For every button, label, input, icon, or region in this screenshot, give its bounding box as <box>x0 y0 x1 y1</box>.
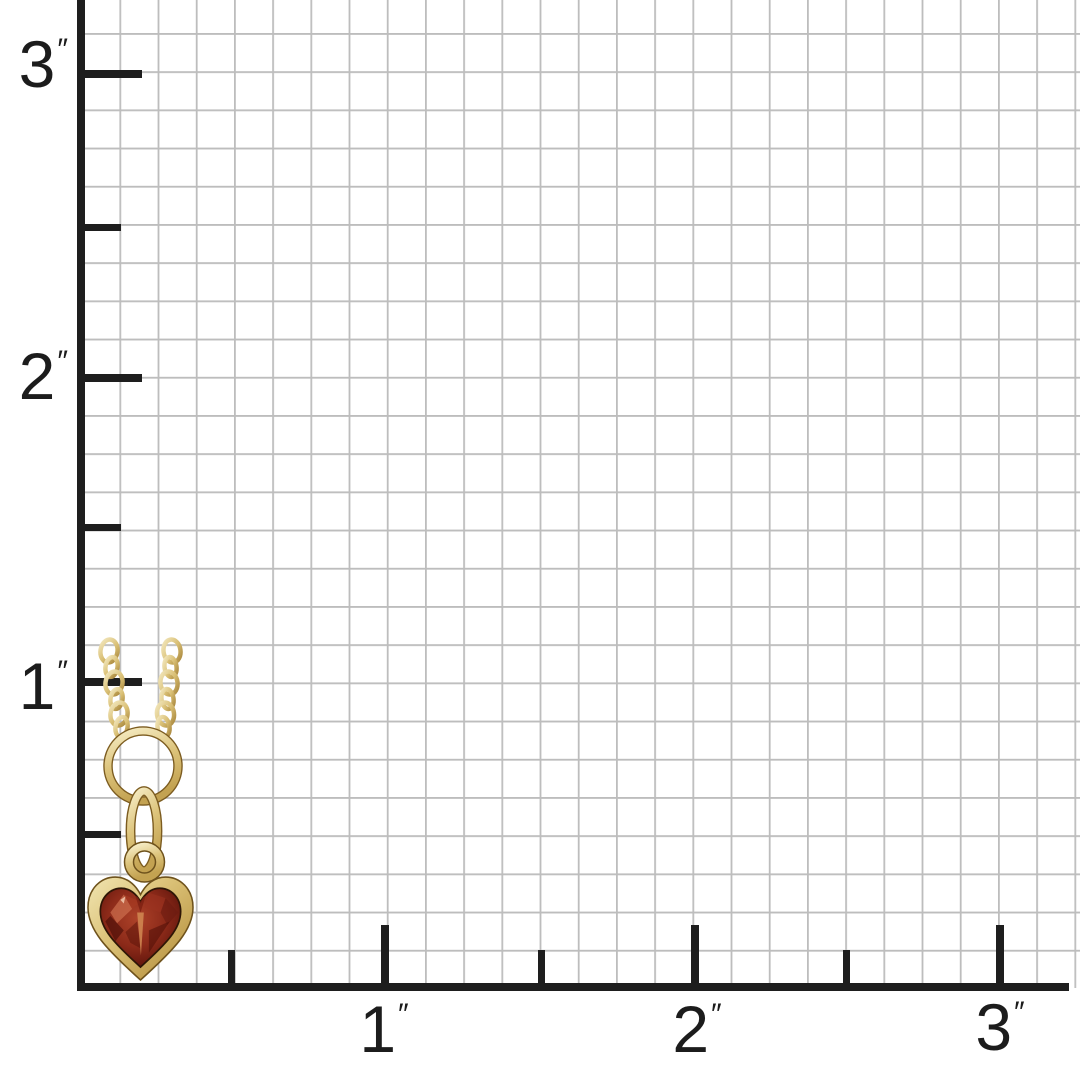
tick-x-0p5in <box>228 950 235 983</box>
y-axis-label-1: 1″ <box>0 653 68 719</box>
x-axis-label-1: 1″ <box>334 996 434 1062</box>
tick-x-2p5in <box>843 950 850 983</box>
ruler-vertical <box>77 0 85 991</box>
chain-right-strand <box>154 637 183 740</box>
inch-mark: ″ <box>1014 996 1025 1029</box>
inch-mark: ″ <box>57 655 68 688</box>
x-axis-label-2: 2″ <box>647 996 747 1062</box>
y-label-2-value: 2 <box>18 339 56 413</box>
tick-y-1in <box>83 678 142 686</box>
garnet-gem <box>99 887 182 969</box>
jump-ring <box>103 726 183 806</box>
tick-y-0p5in <box>83 831 121 838</box>
bail-loop <box>123 841 166 883</box>
x-label-2-value: 2 <box>672 992 710 1066</box>
tick-y-1p5in <box>83 524 121 531</box>
heart-pendant <box>87 876 194 982</box>
x-axis-label-3: 3″ <box>950 994 1050 1060</box>
tick-x-1p5in <box>538 950 545 983</box>
tick-x-3in <box>996 925 1004 983</box>
chain-left-strand <box>98 637 130 740</box>
x-label-1-value: 1 <box>359 992 397 1066</box>
tick-y-3in <box>83 70 142 78</box>
inch-mark: ″ <box>57 345 68 378</box>
tick-x-2in <box>691 925 699 983</box>
y-axis-label-2: 2″ <box>0 343 68 409</box>
y-label-1-value: 1 <box>18 649 56 723</box>
connector-link <box>125 786 163 876</box>
inch-mark: ″ <box>57 33 68 66</box>
tick-y-2in <box>83 374 142 382</box>
tick-x-1in <box>381 925 389 983</box>
x-label-3-value: 3 <box>975 990 1013 1064</box>
ruler-horizontal <box>77 983 1069 991</box>
y-axis-label-3: 3″ <box>0 31 68 97</box>
y-label-3-value: 3 <box>18 27 56 101</box>
inch-mark: ″ <box>711 998 722 1031</box>
product-photo-garnet-heart-necklace <box>87 637 194 982</box>
tick-y-2p5in <box>83 224 121 231</box>
inch-mark: ″ <box>398 998 409 1031</box>
